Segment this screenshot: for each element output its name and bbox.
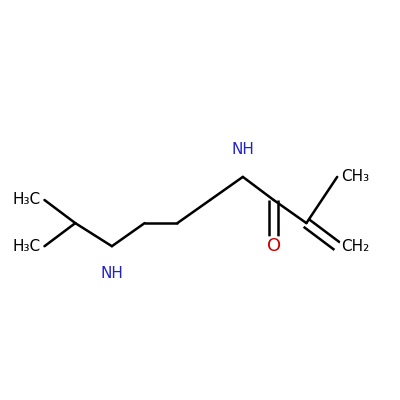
Text: NH: NH [100,266,123,281]
Text: NH: NH [232,142,254,158]
Text: H₃C: H₃C [12,192,41,208]
Text: H₃C: H₃C [12,239,41,254]
Text: CH₃: CH₃ [341,169,369,184]
Text: CH₂: CH₂ [341,239,369,254]
Text: O: O [266,237,281,255]
